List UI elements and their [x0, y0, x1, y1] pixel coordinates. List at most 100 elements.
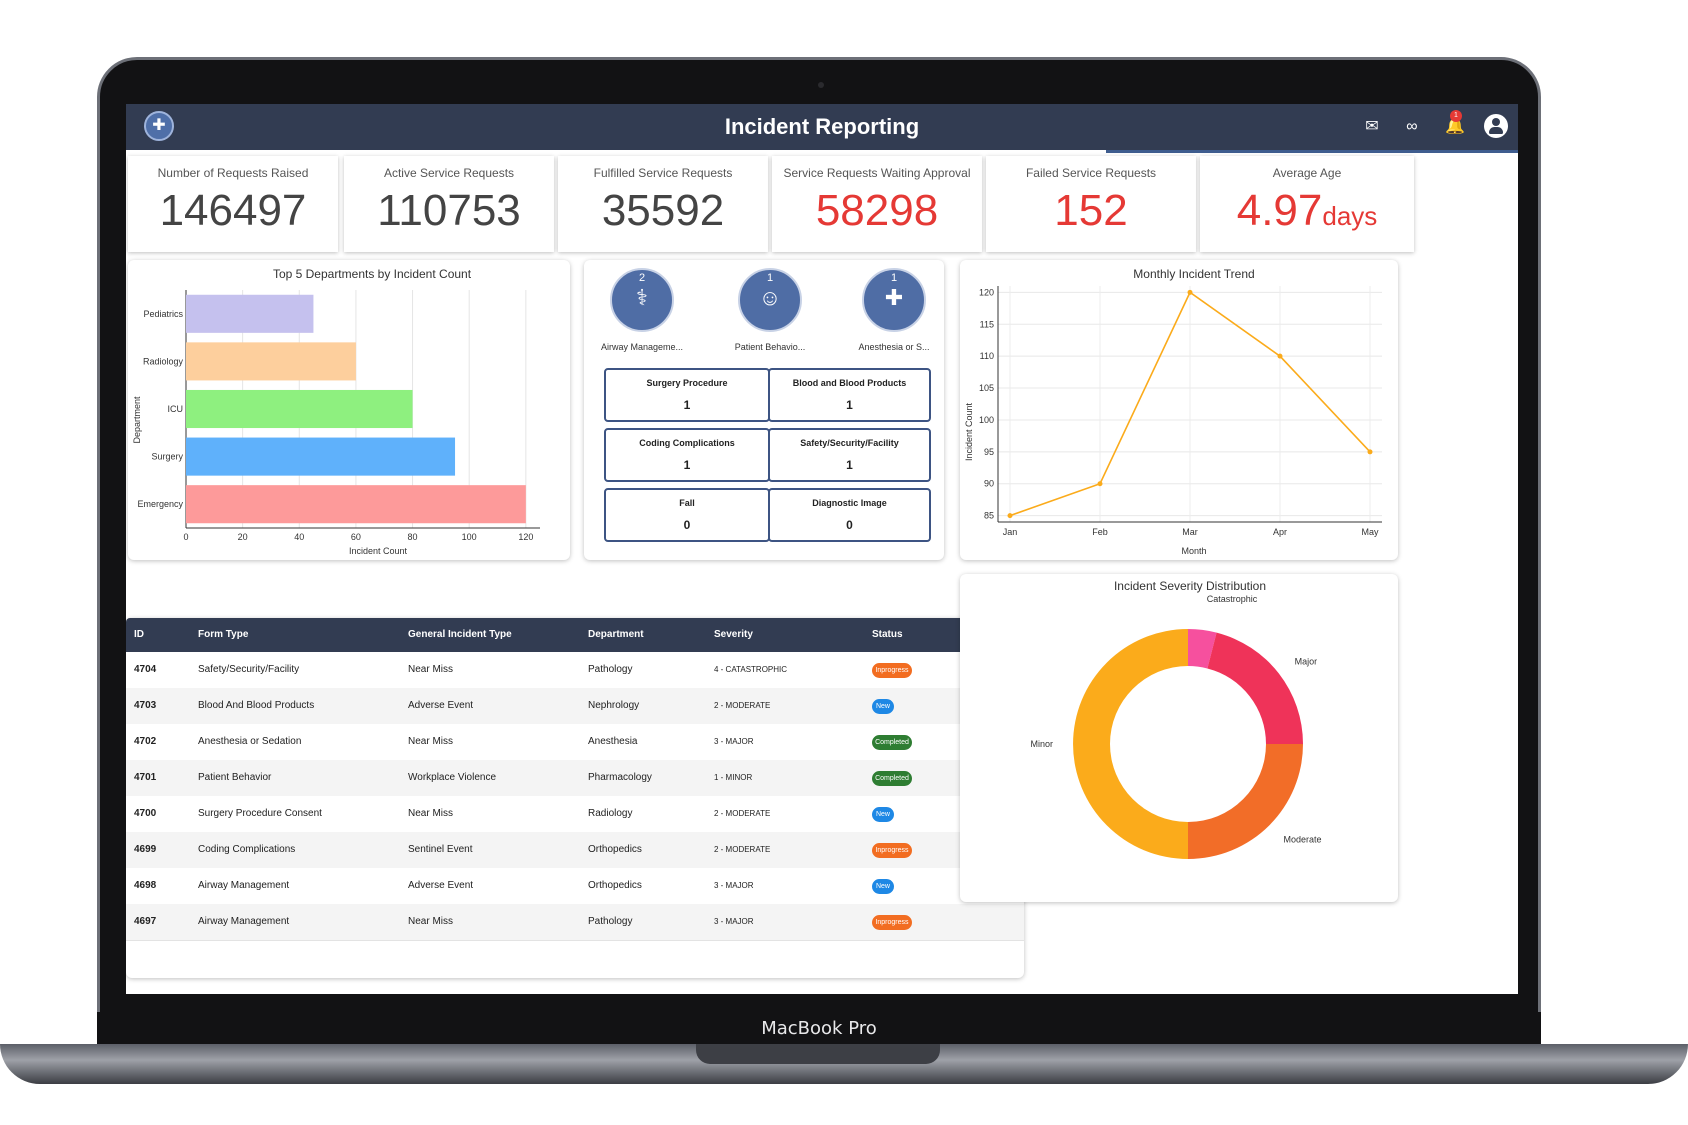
- donut-slice-minor: [1073, 629, 1188, 859]
- table-cell-form: Coding Complications: [198, 844, 296, 855]
- kpi-card: Fulfilled Service Requests 35592: [558, 156, 768, 252]
- line-x-tick: Mar: [1182, 527, 1198, 537]
- bar-x-tick: 20: [238, 532, 248, 542]
- bar-x-tick: 40: [294, 532, 304, 542]
- line-y-tick: 100: [979, 415, 994, 425]
- line-x-tick: Jan: [1003, 527, 1018, 537]
- category-glyph: ☺: [758, 285, 782, 310]
- bar-chart-ylabel: Department: [132, 396, 142, 444]
- table-cell-dept: Pathology: [588, 664, 633, 675]
- line-chart: Monthly Incident Trend Month Incident Co…: [964, 267, 1382, 556]
- donut-chart-title: Incident Severity Distribution: [1114, 579, 1266, 593]
- line-point: [1007, 513, 1013, 519]
- patient-behavior-icon[interactable]: 1 ☺: [738, 268, 802, 332]
- line-y-tick: 95: [984, 447, 994, 457]
- category-glyph: ✚: [884, 285, 904, 310]
- kpi-card: Failed Service Requests 152: [986, 156, 1196, 252]
- bar-chart-panel: Top 5 Departments by Incident Count Inci…: [128, 260, 570, 560]
- table-cell-id: 4703: [134, 700, 157, 711]
- bar-x-tick: 100: [462, 532, 477, 542]
- table-row[interactable]: 4697 Airway Management Near Miss Pathology 3…: [126, 904, 1024, 941]
- table-row[interactable]: 4702 Anesthesia or Sedation Near Miss Anest…: [126, 724, 1024, 761]
- link-icon[interactable]: ∞: [1406, 118, 1418, 135]
- category-cell[interactable]: Blood and Blood Products 1: [768, 368, 931, 422]
- category-label: Airway Manageme...: [600, 342, 684, 352]
- line-x-tick: Apr: [1273, 527, 1287, 537]
- category-cell[interactable]: Diagnostic Image 0: [768, 488, 931, 542]
- table-row[interactable]: 4700 Surgery Procedure Consent Near Miss Ra…: [126, 796, 1024, 833]
- category-cell[interactable]: Fall 0: [604, 488, 770, 542]
- category-cell-label: Diagnostic Image: [812, 498, 887, 508]
- table-cell-sev: 2 - MODERATE: [714, 845, 771, 854]
- kpi-label: Average Age: [1272, 166, 1342, 180]
- table-cell-type: Near Miss: [408, 664, 454, 675]
- bar-emergency: [186, 485, 526, 524]
- kpi-unit: days: [1322, 201, 1378, 231]
- category-count: 2: [638, 272, 646, 284]
- line-point: [1367, 449, 1373, 455]
- table-cell-id: 4697: [134, 916, 157, 927]
- kpi-label: Failed Service Requests: [1025, 166, 1157, 180]
- device-label: MacBook Pro: [761, 1018, 877, 1039]
- table-cell-sev: 2 - MODERATE: [714, 809, 771, 818]
- category-cell[interactable]: Coding Complications 1: [604, 428, 770, 482]
- table-cell-sev: 3 - MAJOR: [714, 917, 754, 926]
- kpi-label: Fulfilled Service Requests: [593, 166, 733, 180]
- category-label: Anesthesia or S...: [858, 342, 930, 352]
- logo-icon[interactable]: ✚: [144, 111, 174, 141]
- table-row[interactable]: 4699 Coding Complications Sentinel Event Or…: [126, 832, 1024, 869]
- airway-icon[interactable]: 2 ⚕: [610, 268, 674, 332]
- laptop-notch: [696, 1044, 940, 1064]
- table-header-cell: General Incident Type: [408, 629, 512, 640]
- line-y-tick: 85: [984, 511, 994, 521]
- table-cell-form: Patient Behavior: [198, 772, 272, 783]
- laptop-chin: [97, 1012, 1541, 1046]
- category-label: Patient Behavio...: [734, 342, 806, 352]
- line-point: [1187, 289, 1193, 295]
- table-row[interactable]: 4704 Safety/Security/Facility Near Miss Pat…: [126, 652, 1024, 689]
- table-row[interactable]: 4701 Patient Behavior Workplace Violence Ph…: [126, 760, 1024, 797]
- line-chart-ylabel: Incident Count: [964, 402, 974, 461]
- table-row[interactable]: 4698 Airway Management Adverse Event Orthop…: [126, 868, 1024, 905]
- category-count: 1: [766, 272, 774, 284]
- status-badge: Completed: [872, 771, 912, 786]
- kpi-number: 58298: [815, 186, 939, 235]
- table-cell-type: Workplace Violence: [408, 772, 497, 783]
- category-cell-label: Fall: [679, 498, 695, 508]
- table-cell-sev: 3 - MAJOR: [714, 737, 754, 746]
- line-chart-title: Monthly Incident Trend: [1133, 267, 1254, 281]
- category-count: 1: [890, 272, 898, 284]
- table-cell-type: Near Miss: [408, 916, 454, 927]
- category-cell[interactable]: Surgery Procedure 1: [604, 368, 770, 422]
- category-cell[interactable]: Safety/Security/Facility 1: [768, 428, 931, 482]
- table-header-cell: ID: [134, 629, 144, 640]
- table-row[interactable]: 4703 Blood And Blood Products Adverse Even…: [126, 688, 1024, 725]
- anesthesia-icon[interactable]: 1 ✚: [862, 268, 926, 332]
- category-cell-value: 1: [846, 398, 853, 412]
- table-cell-id: 4704: [134, 664, 157, 675]
- status-badge: New: [872, 699, 894, 714]
- line-y-tick: 90: [984, 479, 994, 489]
- category-cell-label: Safety/Security/Facility: [800, 438, 899, 448]
- user-icon[interactable]: [1484, 114, 1508, 138]
- line-y-tick: 115: [980, 319, 994, 329]
- bar-y-tick: Surgery: [151, 452, 183, 462]
- table-cell-dept: Orthopedics: [588, 880, 642, 891]
- table-header-cell: Form Type: [198, 629, 249, 640]
- status-badge: Inprogress: [872, 663, 912, 678]
- header-underline: [1106, 150, 1518, 153]
- bar-icu: [186, 389, 413, 429]
- mail-icon[interactable]: ✉: [1365, 118, 1379, 135]
- table-cell-type: Near Miss: [408, 808, 454, 819]
- bar-chart: Top 5 Departments by Incident Count Inci…: [132, 267, 540, 556]
- table-cell-id: 4702: [134, 736, 157, 747]
- kpi-card: Service Requests Waiting Approval 58298: [772, 156, 982, 252]
- kpi-value: 110753: [344, 186, 554, 236]
- kpi-label: Number of Requests Raised: [157, 166, 309, 180]
- status-badge: New: [872, 807, 894, 822]
- bar-y-tick: Pediatrics: [143, 309, 183, 319]
- screen: ✚ Incident Reporting ✉ ∞ 🔔 1 Number of R…: [126, 104, 1518, 994]
- table-cell-form: Airway Management: [198, 916, 290, 927]
- bell-icon[interactable]: 🔔: [1445, 118, 1465, 135]
- kpi-card: Number of Requests Raised 146497: [128, 156, 338, 252]
